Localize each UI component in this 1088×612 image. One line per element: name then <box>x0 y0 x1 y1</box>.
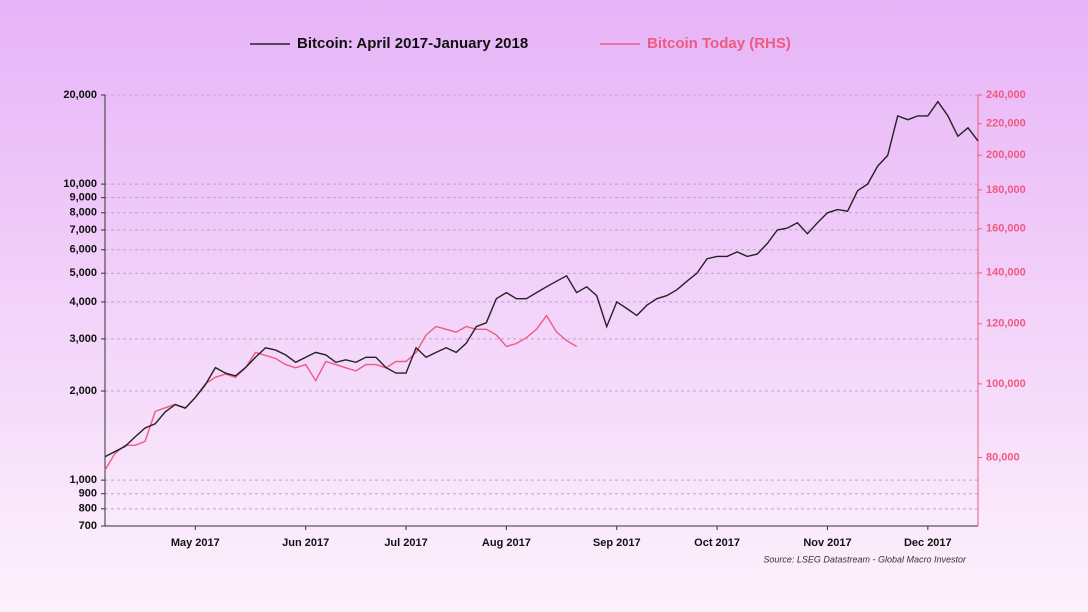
y-tick-label: 3,000 <box>69 333 97 345</box>
y2-tick-label: 200,000 <box>986 149 1026 161</box>
series-line <box>104 100 979 458</box>
y2-tick-label: 180,000 <box>986 184 1026 196</box>
x-tick-label: Aug 2017 <box>482 537 531 549</box>
x-tick-label: Jun 2017 <box>282 537 329 549</box>
x-tick-label: May 2017 <box>171 537 220 549</box>
y-tick-label: 5,000 <box>69 267 97 279</box>
x-tick-label: Sep 2017 <box>593 537 641 549</box>
y-tick-label: 20,000 <box>63 89 97 101</box>
y2-tick-label: 240,000 <box>986 89 1026 101</box>
legend-label: Bitcoin: April 2017-January 2018 <box>297 35 528 52</box>
legend-label: Bitcoin Today (RHS) <box>647 35 791 52</box>
y-tick-label: 7,000 <box>69 224 97 236</box>
y2-tick-label: 220,000 <box>986 118 1026 130</box>
y2-tick-label: 80,000 <box>986 451 1020 463</box>
y-tick-label: 9,000 <box>69 192 97 204</box>
x-tick-label: Oct 2017 <box>694 537 740 549</box>
y2-tick-label: 160,000 <box>986 223 1026 235</box>
y-tick-label: 700 <box>79 520 97 532</box>
y-tick-label: 8,000 <box>69 207 97 219</box>
y2-tick-label: 100,000 <box>986 378 1026 390</box>
y-tick-label: 800 <box>79 503 97 515</box>
y-tick-label: 2,000 <box>69 385 97 397</box>
y-tick-label: 4,000 <box>69 296 97 308</box>
x-tick-label: Nov 2017 <box>803 537 851 549</box>
y-tick-label: 10,000 <box>63 178 97 190</box>
y-tick-label: 1,000 <box>69 474 97 486</box>
x-tick-label: Jul 2017 <box>384 537 427 549</box>
y-tick-label: 900 <box>79 488 97 500</box>
source-note: Source: LSEG Datastream - Global Macro I… <box>763 554 967 564</box>
y2-tick-label: 120,000 <box>986 318 1026 330</box>
x-tick-label: Dec 2017 <box>904 537 952 549</box>
y2-tick-label: 140,000 <box>986 267 1026 279</box>
y-tick-label: 6,000 <box>69 244 97 256</box>
